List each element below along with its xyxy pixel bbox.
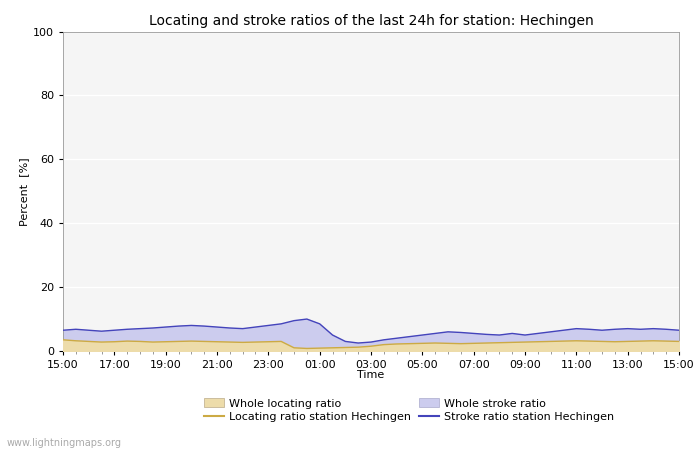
X-axis label: Time: Time [358,370,384,380]
Legend: Whole locating ratio, Locating ratio station Hechingen, Whole stroke ratio, Stro: Whole locating ratio, Locating ratio sta… [204,398,614,422]
Text: www.lightningmaps.org: www.lightningmaps.org [7,438,122,448]
Y-axis label: Percent  [%]: Percent [%] [19,157,29,225]
Title: Locating and stroke ratios of the last 24h for station: Hechingen: Locating and stroke ratios of the last 2… [148,14,594,27]
